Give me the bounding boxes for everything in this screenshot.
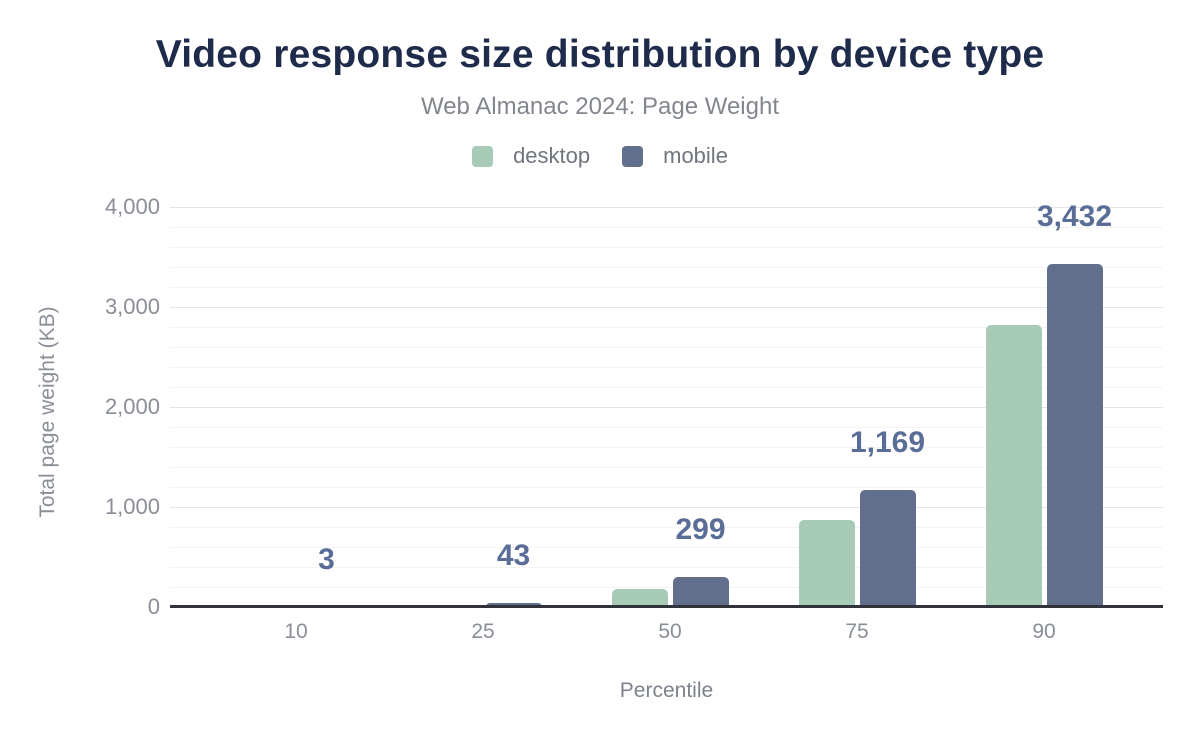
bar-mobile-p50[interactable] (672, 577, 729, 607)
value-label-p50: 299 (675, 513, 726, 547)
x-tick-label-50: 50 (658, 620, 682, 643)
legend-label-mobile: mobile (663, 143, 728, 168)
x-axis-line (170, 605, 1163, 608)
y-tick-label-3000: 3,000 (104, 294, 160, 319)
gridline-minor (170, 587, 1163, 588)
x-tick-label-25: 25 (471, 620, 495, 643)
gridline-minor (170, 427, 1163, 428)
gridline-minor (170, 547, 1163, 548)
gridline-minor (170, 447, 1163, 448)
bar-desktop-p75[interactable] (798, 519, 855, 607)
gridline-minor (170, 367, 1163, 368)
gridline-major (170, 307, 1163, 308)
desktop-swatch-icon (472, 145, 494, 167)
gridline-major (170, 207, 1163, 208)
gridline-minor (170, 467, 1163, 468)
y-tick-label-2000: 2,000 (104, 394, 160, 419)
gridline-minor (170, 387, 1163, 388)
bar-mobile-p75[interactable] (859, 490, 916, 607)
y-tick-label-1000: 1,000 (104, 494, 160, 519)
x-axis-title: Percentile (619, 679, 714, 702)
legend-label-desktop: desktop (513, 143, 591, 168)
gridline-minor (170, 267, 1163, 268)
value-label-p10: 3 (318, 542, 335, 576)
value-label-p25: 43 (496, 538, 531, 572)
y-tick-label-4000: 4,000 (104, 194, 160, 219)
value-label-p90: 3,432 (1036, 199, 1113, 233)
gridline-minor (170, 487, 1163, 488)
x-tick-label-75: 75 (845, 620, 869, 643)
mobile-swatch-icon (622, 145, 644, 167)
gridline-major (170, 507, 1163, 508)
legend: desktop mobile (0, 143, 1200, 169)
gridline-minor (170, 327, 1163, 328)
gridline-minor (170, 567, 1163, 568)
chart-title: Video response size distribution by devi… (155, 33, 1045, 76)
bar-desktop-p50[interactable] (611, 588, 668, 607)
gridline-minor (170, 247, 1163, 248)
gridline-minor (170, 347, 1163, 348)
value-label-p75: 1,169 (849, 426, 926, 460)
gridline-minor (170, 527, 1163, 528)
gridline-minor (170, 287, 1163, 288)
bar-desktop-p90[interactable] (985, 324, 1042, 607)
x-tick-label-90: 90 (1032, 620, 1056, 643)
bar-mobile-p25[interactable] (485, 602, 542, 607)
legend-item-mobile: mobile (622, 143, 728, 169)
x-tick-label-10: 10 (284, 620, 308, 643)
chart-subtitle: Web Almanac 2024: Page Weight (420, 93, 779, 120)
y-tick-label-0: 0 (147, 594, 160, 619)
gridline-major (170, 407, 1163, 408)
gridline-minor (170, 227, 1163, 228)
bar-mobile-p90[interactable] (1046, 263, 1103, 607)
legend-item-desktop: desktop (472, 143, 590, 169)
